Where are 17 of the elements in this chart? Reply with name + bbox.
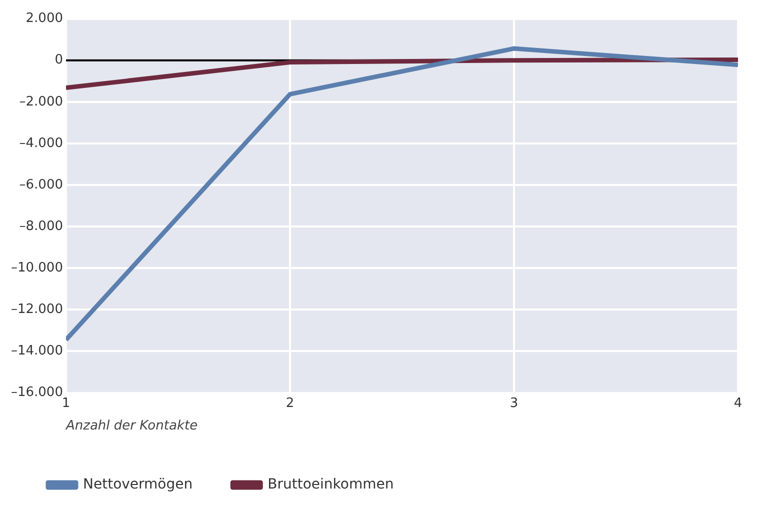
x-tick-label: 3 [510,396,518,411]
y-tick-label: 0 [54,52,63,68]
x-axis-title: Anzahl der Kontakte [64,418,198,434]
y-tick-label: –8.000 [19,218,63,234]
y-tick-label: –2.000 [19,94,63,110]
y-tick-label: –4.000 [19,136,63,151]
legend-label: Nettovermögen [83,476,193,493]
y-tick-label: –12.000 [10,302,63,318]
x-tick-label: 4 [734,396,742,411]
y-tick-label: –10.000 [10,260,63,276]
y-tick-label: –14.000 [10,344,63,359]
x-tick-label: 2 [286,396,294,411]
y-tick-label: –16.000 [10,385,63,400]
y-tick-label: –6.000 [19,177,63,192]
y-tick-label: 2.000 [26,11,63,26]
x-tick-label: 1 [62,396,70,411]
legend-label: Bruttoeinkommen [268,476,394,493]
